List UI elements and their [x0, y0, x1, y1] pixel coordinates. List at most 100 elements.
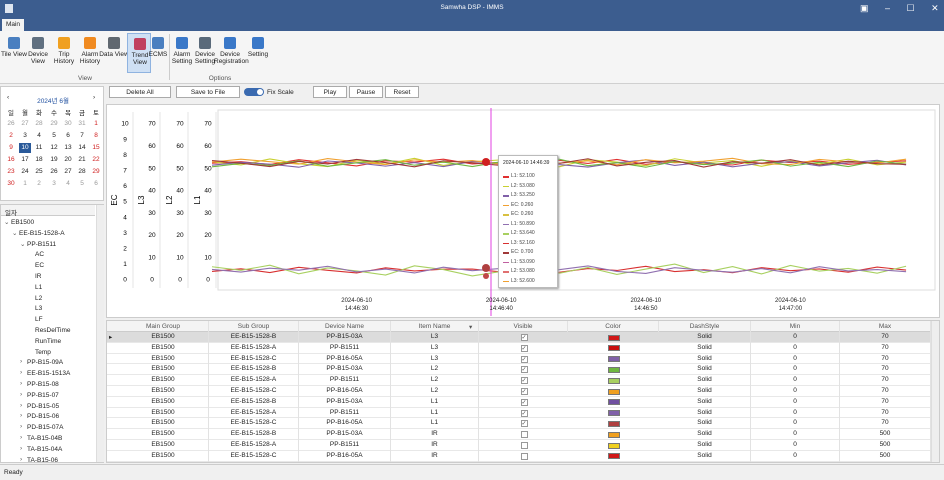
tree-node[interactable]: ResDelTime	[35, 327, 71, 334]
visible-checkbox[interactable]: ✓	[520, 334, 528, 341]
tree-node[interactable]: TA-B15-06	[27, 456, 58, 464]
tree-node[interactable]: PD-B15-07A	[27, 424, 64, 432]
grid-row[interactable]	[107, 343, 931, 354]
color-swatch[interactable]	[607, 366, 620, 373]
calendar-day[interactable]: 3	[23, 132, 27, 139]
calendar-day[interactable]: 31	[78, 120, 86, 127]
tab[interactable]: Main	[2, 19, 24, 31]
color-swatch[interactable]	[607, 420, 620, 427]
color-swatch[interactable]	[607, 377, 620, 384]
ribbon-button[interactable]: ECMS	[146, 33, 170, 73]
ribbon-button[interactable]: Setting	[246, 33, 270, 73]
visible-checkbox[interactable]: ✓	[520, 344, 528, 352]
calendar-day[interactable]: 13	[64, 144, 72, 151]
tree-expander[interactable]: ⌄	[12, 229, 18, 237]
ribbon-button[interactable]: Device Setting	[193, 33, 217, 73]
calendar-day[interactable]: 30	[64, 120, 72, 127]
tree-expander[interactable]: ⌄	[4, 219, 10, 226]
tree-expander[interactable]: ›	[20, 444, 23, 452]
tree-node[interactable]: TA-B15-04B	[27, 435, 63, 442]
calendar-day[interactable]: 3	[52, 180, 56, 187]
visible-checkbox[interactable]: ✓	[520, 355, 528, 363]
tree-expander[interactable]: ›	[20, 434, 23, 441]
visible-checkbox[interactable]	[520, 442, 528, 449]
calendar-day[interactable]: 19	[50, 156, 58, 163]
column-header[interactable]: Item Name	[391, 321, 479, 332]
grid-row[interactable]	[107, 429, 931, 440]
calendar-day[interactable]: 1	[23, 180, 27, 187]
calendar-day[interactable]: 12	[50, 144, 58, 151]
calendar-day[interactable]: 16	[7, 156, 15, 163]
column-header[interactable]: Min	[751, 321, 840, 332]
column-header[interactable]: Main Group	[118, 321, 209, 332]
grid-row[interactable]	[107, 364, 931, 376]
calendar-day[interactable]: 29	[92, 168, 100, 175]
ribbon-button[interactable]: Alarm History	[78, 33, 102, 73]
tree-node[interactable]: EE-B15-1513A	[27, 370, 71, 378]
toolbar-button[interactable]: Play	[313, 86, 347, 98]
tree-node[interactable]: PP-B15-08	[27, 381, 59, 388]
tree-node[interactable]: L3	[35, 305, 43, 313]
toolbar-button[interactable]: Save to File	[176, 86, 240, 98]
color-swatch[interactable]	[607, 453, 620, 460]
tree-node[interactable]: L2	[35, 294, 43, 302]
grid-row[interactable]	[107, 440, 931, 451]
tree-expander[interactable]: ›	[20, 412, 23, 420]
ribbon-button[interactable]: Trip History	[52, 33, 76, 73]
tree-expander[interactable]: ›	[20, 455, 23, 463]
grid-row[interactable]	[107, 375, 931, 386]
column-header[interactable]: Max	[840, 321, 931, 332]
tree-node[interactable]: AC	[35, 251, 45, 259]
calendar-day[interactable]: 5	[80, 180, 84, 187]
calendar-day[interactable]: 14	[78, 144, 86, 151]
visible-checkbox[interactable]: ✓	[520, 366, 528, 374]
calendar-day[interactable]: 15	[92, 144, 100, 151]
calendar-day[interactable]: 18	[35, 156, 43, 163]
calendar-day[interactable]: 22	[92, 156, 100, 163]
tree-node[interactable]: EB1500	[11, 219, 35, 226]
calendar-day[interactable]: 11	[35, 144, 43, 151]
ribbon-button[interactable]: Trend View	[127, 33, 151, 73]
ribbon-button[interactable]: Data View	[99, 33, 129, 73]
grid-row[interactable]	[107, 397, 931, 408]
calendar-day[interactable]: 26	[7, 120, 15, 127]
color-swatch[interactable]	[607, 431, 620, 438]
tree-node[interactable]: RunTime	[35, 337, 62, 345]
ribbon-button[interactable]: Device Registration	[214, 33, 249, 73]
grid-row[interactable]	[107, 451, 931, 462]
tree-node[interactable]: TA-B15-04A	[27, 445, 63, 453]
calendar-day[interactable]: 20	[64, 156, 72, 163]
calendar-day[interactable]: 9	[9, 144, 13, 151]
calendar-day[interactable]: 17	[21, 156, 29, 163]
calendar-day[interactable]: 29	[50, 120, 58, 127]
ribbon-button[interactable]: Tile View	[1, 33, 27, 73]
calendar-day[interactable]: 10	[19, 143, 31, 153]
toolbar-button[interactable]: Reset	[385, 86, 419, 98]
tree-node[interactable]: PP-B1511	[27, 240, 57, 248]
grid-row[interactable]	[107, 386, 931, 397]
ribbon-button[interactable]: Alarm Setting	[170, 33, 194, 73]
tree-node[interactable]: PP-B15-09A	[27, 359, 64, 367]
visible-checkbox[interactable]: ✓	[520, 377, 528, 385]
color-swatch[interactable]	[607, 356, 620, 363]
calendar-day[interactable]: 5	[52, 132, 56, 139]
calendar-day[interactable]: 2	[37, 180, 41, 187]
color-swatch[interactable]	[607, 399, 620, 406]
tree-node[interactable]: EE-B15-1528-A	[19, 229, 65, 237]
calendar-day[interactable]: 21	[78, 156, 86, 163]
tree-node[interactable]: PP-B15-07	[27, 391, 59, 399]
calendar-day[interactable]: 8	[94, 132, 98, 139]
tree-expander[interactable]: ›	[20, 380, 23, 387]
ribbon-button[interactable]: Device View	[26, 33, 50, 73]
tree-expander[interactable]: ›	[20, 390, 23, 398]
tree-expander[interactable]: ›	[20, 358, 23, 366]
tree-expander[interactable]: ⌄	[20, 240, 26, 248]
visible-checkbox[interactable]: ✓	[520, 420, 528, 428]
toggle-switch[interactable]	[244, 88, 264, 96]
calendar-day[interactable]: 4	[66, 180, 70, 187]
column-header[interactable]: Visible	[479, 321, 568, 332]
visible-checkbox[interactable]	[520, 452, 528, 460]
calendar-day[interactable]: 7	[80, 132, 84, 139]
grid-row[interactable]	[107, 332, 931, 343]
tree-expander[interactable]: ›	[20, 401, 23, 409]
